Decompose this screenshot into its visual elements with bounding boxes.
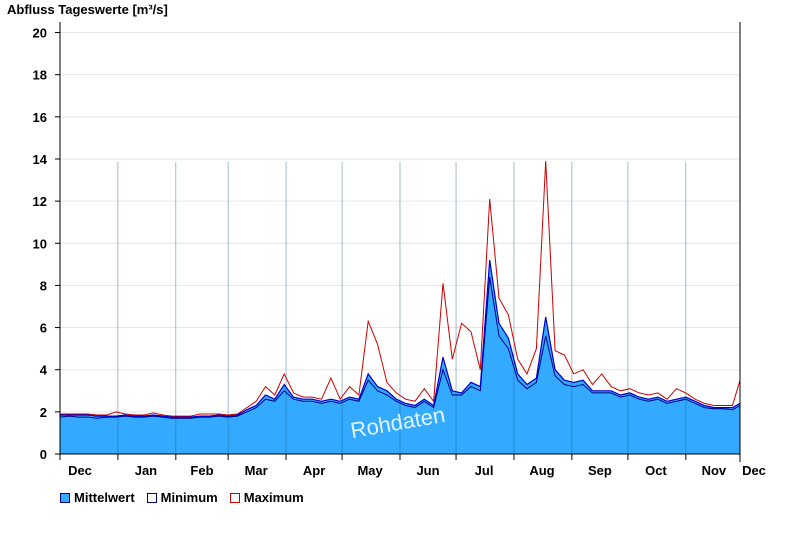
- x-tick-label: Aug: [529, 463, 554, 478]
- y-tick-label: 4: [40, 363, 48, 378]
- x-tick-label: Sep: [588, 463, 612, 478]
- y-tick-label: 18: [33, 68, 47, 83]
- legend-label: Mittelwert: [74, 490, 135, 505]
- x-tick-label: May: [357, 463, 383, 478]
- month-dividers: [117, 162, 687, 454]
- x-tick-label: Dec: [742, 463, 766, 478]
- x-tick-label: Jan: [135, 463, 157, 478]
- x-tick-label: Jul: [475, 463, 494, 478]
- legend-label: Maximum: [243, 490, 304, 505]
- legend-swatch: [146, 492, 157, 503]
- y-tick-label: 12: [33, 194, 47, 209]
- y-tick-label: 0: [40, 447, 47, 462]
- y-tick-label: 14: [33, 152, 48, 167]
- maximum-line: [60, 161, 741, 417]
- y-tick-label: 8: [40, 278, 47, 293]
- y-tick-label: 6: [40, 321, 47, 336]
- minimum-line: [59, 276, 741, 419]
- series-layer: [59, 161, 741, 454]
- y-tick-label: 2: [40, 405, 47, 420]
- legend-item-minimum: Minimum: [146, 490, 218, 505]
- x-tick-label: Dec: [68, 463, 92, 478]
- x-tick-label: Mar: [245, 463, 268, 478]
- legend: Mittelwert Minimum Maximum: [60, 490, 304, 505]
- y-tick-label: 16: [33, 110, 47, 125]
- legend-label: Minimum: [160, 490, 218, 505]
- x-tick-label: Apr: [303, 463, 325, 478]
- y-axis-ticks: 0 2 4 6 8 10 12 14 16 18 20: [33, 26, 60, 462]
- y-tick-label: 10: [33, 236, 47, 251]
- mittelwert-area: [60, 260, 740, 454]
- y-tick-label: 20: [33, 26, 47, 41]
- x-tick-label: Jun: [416, 463, 439, 478]
- chart-title: Abfluss Tageswerte [m³/s]: [7, 2, 168, 17]
- legend-swatch: [60, 492, 70, 503]
- legend-swatch: [229, 492, 240, 503]
- legend-item-mittelwert: Mittelwert: [60, 490, 135, 505]
- x-tick-label: Nov: [702, 463, 727, 478]
- mittelwert-line: [60, 260, 741, 418]
- x-tick-label: Oct: [645, 463, 667, 478]
- x-axis-ticks: Dec Jan Feb Mar Apr May Jun Jul Aug Sep Oct Nov Dec: [59, 454, 766, 478]
- x-tick-label: Feb: [190, 463, 213, 478]
- legend-item-maximum: Maximum: [229, 490, 304, 505]
